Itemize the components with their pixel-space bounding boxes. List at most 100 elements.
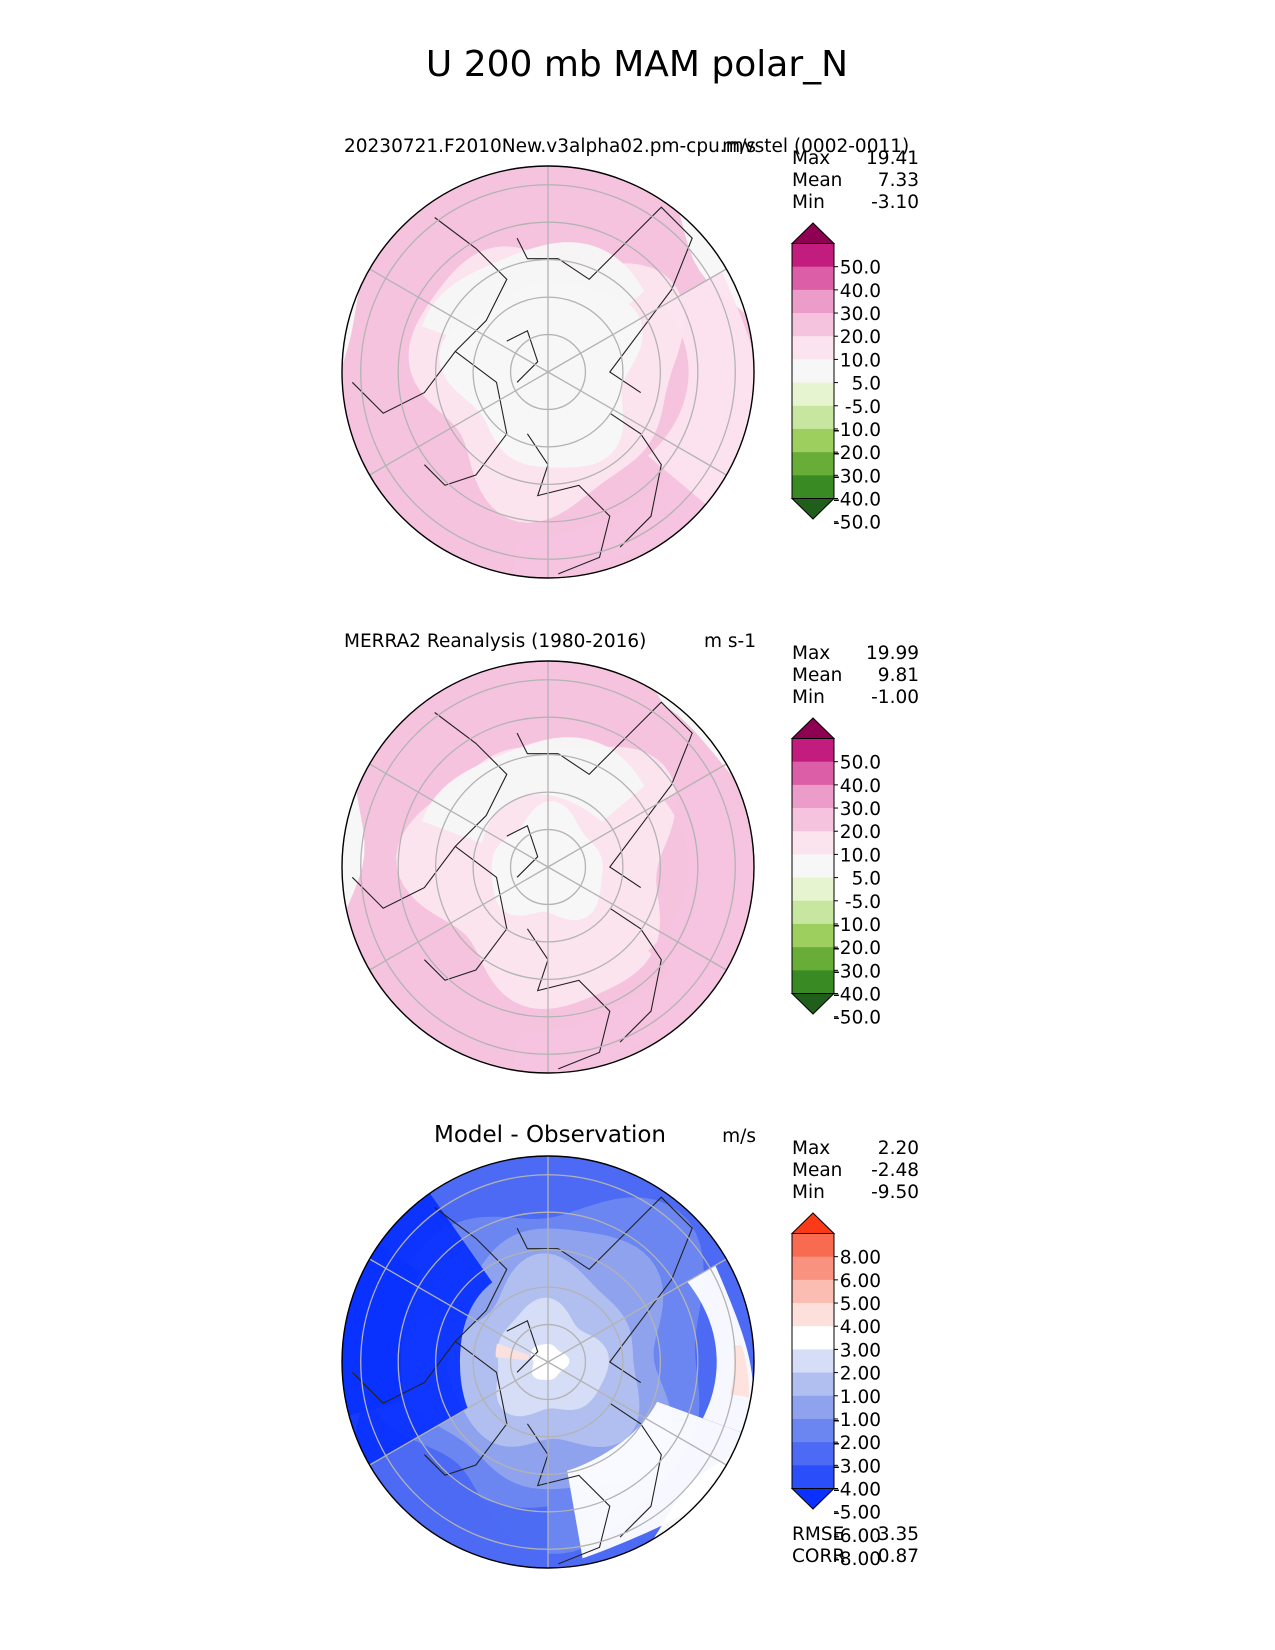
stat-label: Max [792, 148, 830, 169]
colorbar-bin [792, 382, 834, 407]
colorbar-tick-label: -50.0 [833, 513, 881, 534]
meridian [547, 1258, 727, 1363]
colorbar-tick-label: -8.00 [833, 1549, 881, 1570]
colorbar-bin [792, 1326, 834, 1350]
colorbar-extend-min [790, 1488, 836, 1510]
colorbar-bin [792, 947, 834, 971]
coastline [506, 825, 539, 878]
colorbar-tick-label: 30.0 [840, 304, 881, 325]
colorbar-tick-label: 1.00 [840, 1387, 881, 1408]
panel-test-map [341, 165, 755, 579]
colorbar-bin [792, 405, 834, 430]
stat-value: 9.81 [878, 665, 919, 686]
meridian [547, 1361, 727, 1466]
coastline [557, 206, 693, 394]
graticule [360, 1156, 736, 1568]
colorbar-extend-max [790, 717, 836, 739]
colorbar-tick-label: 6.00 [840, 1271, 881, 1292]
contour-patch [422, 242, 645, 348]
graticule [360, 661, 736, 1073]
colorbar-bin [792, 1256, 834, 1281]
colorbar-tick-label: 50.0 [840, 753, 881, 774]
colorbar-tick-label: 50.0 [840, 258, 881, 279]
coastline [609, 1402, 662, 1538]
colorbar-tick-label: -6.00 [833, 1526, 881, 1547]
stat-value: 7.33 [878, 170, 919, 191]
panel-test: 20230721.F2010New.v3alpha02.pm-cpu.mvste… [341, 136, 919, 579]
colorbar-tick-label: 40.0 [840, 776, 881, 797]
panel-ref: MERRA2 Reanalysis (1980-2016) m s-1 Max 1… [341, 631, 919, 1074]
meridian [547, 866, 727, 971]
colorbar-tick-label: -20.0 [833, 443, 881, 464]
colorbar-tick-label: -5.0 [845, 397, 881, 418]
colorbar-bin [792, 452, 834, 476]
panel-diff-colorbar: 8.006.005.004.003.00 2.001.00-1.00-2.00-3… [790, 1212, 881, 1570]
meridian [369, 1258, 549, 1363]
colorbar-bin [792, 313, 834, 337]
graticule [360, 166, 736, 578]
contour-band [531, 1344, 570, 1380]
colorbar-tick-label: -5.00 [833, 1503, 881, 1524]
stat-label: Min [792, 687, 825, 708]
contour-patch [389, 1457, 548, 1568]
colorbar-bin [792, 900, 834, 925]
stat-value: -9.50 [871, 1182, 919, 1203]
map-boundary [341, 165, 755, 579]
colorbar-extend-max [790, 1212, 836, 1234]
panel-ref-stats: Max 19.99 Mean 9.81 Min -1.00 [792, 643, 919, 708]
colorbar-tick-label: -3.00 [833, 1456, 881, 1477]
colorbar-bin [792, 289, 834, 314]
colorbar-tick-label: 3.00 [840, 1340, 881, 1361]
colorbar-bin [792, 761, 834, 786]
metric-value: 3.35 [878, 1524, 919, 1545]
coastline [506, 330, 539, 383]
colorbar-frame [791, 1232, 835, 1490]
colorbar-tick-label: 10.0 [840, 350, 881, 371]
panel-test-units: m/s [722, 136, 756, 157]
panel-diff-units: m/s [722, 1126, 756, 1147]
meridian [369, 1361, 549, 1466]
stat-value: -1.00 [871, 687, 919, 708]
colorbar-tick-label: 20.0 [840, 822, 881, 843]
panel-ref-map [341, 660, 755, 1074]
coastline [351, 217, 508, 414]
colorbar-tick-label: 30.0 [840, 799, 881, 820]
colorbar-bin [792, 475, 834, 500]
stat-label: Mean [792, 1160, 842, 1181]
map-field [342, 166, 754, 578]
colorbar-tick-label: -30.0 [833, 466, 881, 487]
stat-value: 19.41 [866, 148, 919, 169]
colorbar-bin [792, 1395, 834, 1420]
colorbar-bin [792, 336, 834, 360]
colorbar-bin [792, 831, 834, 855]
colorbar-tick-label: -40.0 [833, 490, 881, 511]
colorbar-bin [792, 1465, 834, 1490]
stat-label: Max [792, 1138, 830, 1159]
coastline [609, 412, 662, 548]
colorbar-tick-label: -20.0 [833, 938, 881, 959]
colorbar-bin [792, 738, 834, 763]
meridian [547, 763, 727, 868]
coastline [424, 1340, 508, 1476]
figure-title: U 200 mb MAM polar_N [426, 44, 848, 85]
map-boundary [341, 1155, 755, 1569]
metric-value: 0.87 [878, 1546, 919, 1567]
colorbar-bin [792, 1372, 834, 1397]
colorbar-bin [792, 1233, 834, 1258]
colorbar-tick-label: -5.0 [845, 892, 881, 913]
panel-diff-map [341, 1155, 755, 1569]
stat-value: -3.10 [871, 192, 919, 213]
contour-patch [510, 475, 712, 578]
colorbar-bin [792, 1279, 834, 1304]
stat-value: -2.48 [871, 1160, 919, 1181]
colorbar-extend-max [790, 222, 836, 244]
meridian [547, 371, 727, 476]
stat-label: Mean [792, 665, 842, 686]
colorbar-bin [792, 266, 834, 291]
colorbar-extend-min [790, 498, 836, 520]
stat-value: 2.20 [878, 1138, 919, 1159]
coastline [351, 712, 508, 909]
panel-diff-metrics: RMSE 3.35 CORR 0.87 [792, 1524, 919, 1567]
map-field [342, 661, 754, 1073]
